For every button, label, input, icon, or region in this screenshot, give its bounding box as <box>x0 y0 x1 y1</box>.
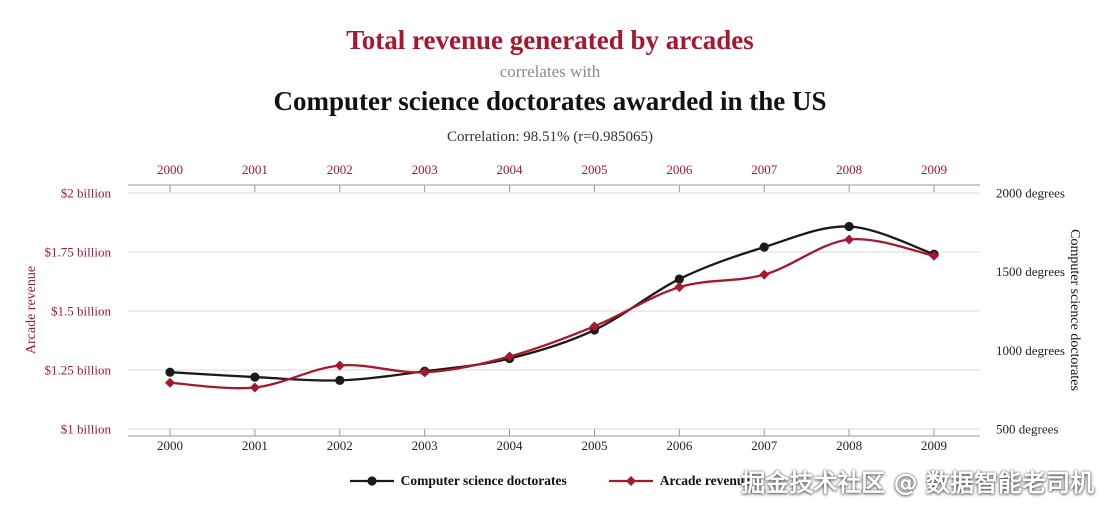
data-point-diamond <box>929 250 939 261</box>
left-axis-tick: $1.25 billion <box>45 363 112 378</box>
correlation-stat: Correlation: 98.51% (r=0.985065) <box>447 129 653 145</box>
data-point-diamond <box>334 360 345 371</box>
bottom-axis-year: 2003 <box>412 438 438 453</box>
left-axis-tick: $2 billion <box>61 186 112 201</box>
top-axis-year: 2001 <box>242 162 268 177</box>
left-axis-title: Arcade revenue <box>24 265 39 355</box>
data-point-circle <box>759 242 769 252</box>
data-point-diamond <box>759 269 770 280</box>
chart-title-arcade-revenue: Total revenue generated by arcades <box>346 25 754 55</box>
data-point-circle <box>674 274 684 284</box>
bottom-axis-year: 2008 <box>836 438 862 453</box>
bottom-axis-year: 2004 <box>497 438 524 453</box>
right-axis-title: Computer science doctorates <box>1067 229 1082 391</box>
top-axis-year: 2000 <box>157 162 183 177</box>
top-axis-year: 2006 <box>666 162 693 177</box>
data-point-diamond <box>674 282 685 293</box>
legend: Computer science doctorates Arcade revenu… <box>0 473 1100 489</box>
legend-item: Computer science doctorates <box>349 473 567 489</box>
chart-title-cs-doctorates: Computer science doctorates awarded in t… <box>273 86 827 116</box>
legend-marker-circle <box>349 476 394 486</box>
top-axis-year: 2004 <box>497 162 524 177</box>
bottom-axis-year: 2006 <box>666 438 693 453</box>
data-point-diamond <box>589 321 600 332</box>
left-axis-tick: $1.75 billion <box>45 245 112 260</box>
bottom-axis-year: 2009 <box>921 438 947 453</box>
data-point-diamond <box>844 234 855 245</box>
bottom-axis-year: 2000 <box>157 438 183 453</box>
series-line-circle <box>169 225 935 382</box>
data-point-circle <box>165 367 175 377</box>
legend-marker-diamond <box>608 476 653 486</box>
left-axis-tick: $1 billion <box>61 422 112 437</box>
right-axis-tick: 1000 degrees <box>996 343 1065 358</box>
right-axis-tick: 1500 degrees <box>996 264 1065 279</box>
bottom-axis-year: 2002 <box>327 438 353 453</box>
top-axis-year: 2005 <box>581 162 607 177</box>
bottom-axis-year: 2007 <box>751 438 778 453</box>
top-axis-year: 2008 <box>836 162 862 177</box>
data-point-circle <box>250 372 260 382</box>
top-axis-year: 2007 <box>751 162 778 177</box>
series-line-diamond <box>169 237 935 390</box>
data-point-diamond <box>249 382 260 393</box>
top-axis-year: 2003 <box>412 162 438 177</box>
chart-connector-text: correlates with <box>499 62 601 81</box>
legend-label: Computer science doctorates <box>400 473 567 488</box>
watermark: 掘金技术社区 @ 数据智能老司机 <box>741 469 1094 497</box>
right-axis-tick: 2000 degrees <box>996 186 1065 201</box>
data-point-diamond <box>165 377 175 388</box>
data-point-circle <box>335 375 345 385</box>
data-point-circle <box>844 221 854 232</box>
right-axis-tick: 500 degrees <box>996 422 1058 437</box>
top-axis-year: 2002 <box>327 162 353 177</box>
legend-label: Arcade revenue <box>659 473 751 488</box>
legend-item: Arcade revenue <box>608 473 751 489</box>
data-point-diamond <box>419 367 430 378</box>
bottom-axis-year: 2001 <box>242 438 268 453</box>
data-point-diamond <box>504 351 515 362</box>
bottom-axis-year: 2005 <box>581 438 607 453</box>
top-axis-year: 2009 <box>921 162 947 177</box>
left-axis-tick: $1.5 billion <box>51 304 111 319</box>
